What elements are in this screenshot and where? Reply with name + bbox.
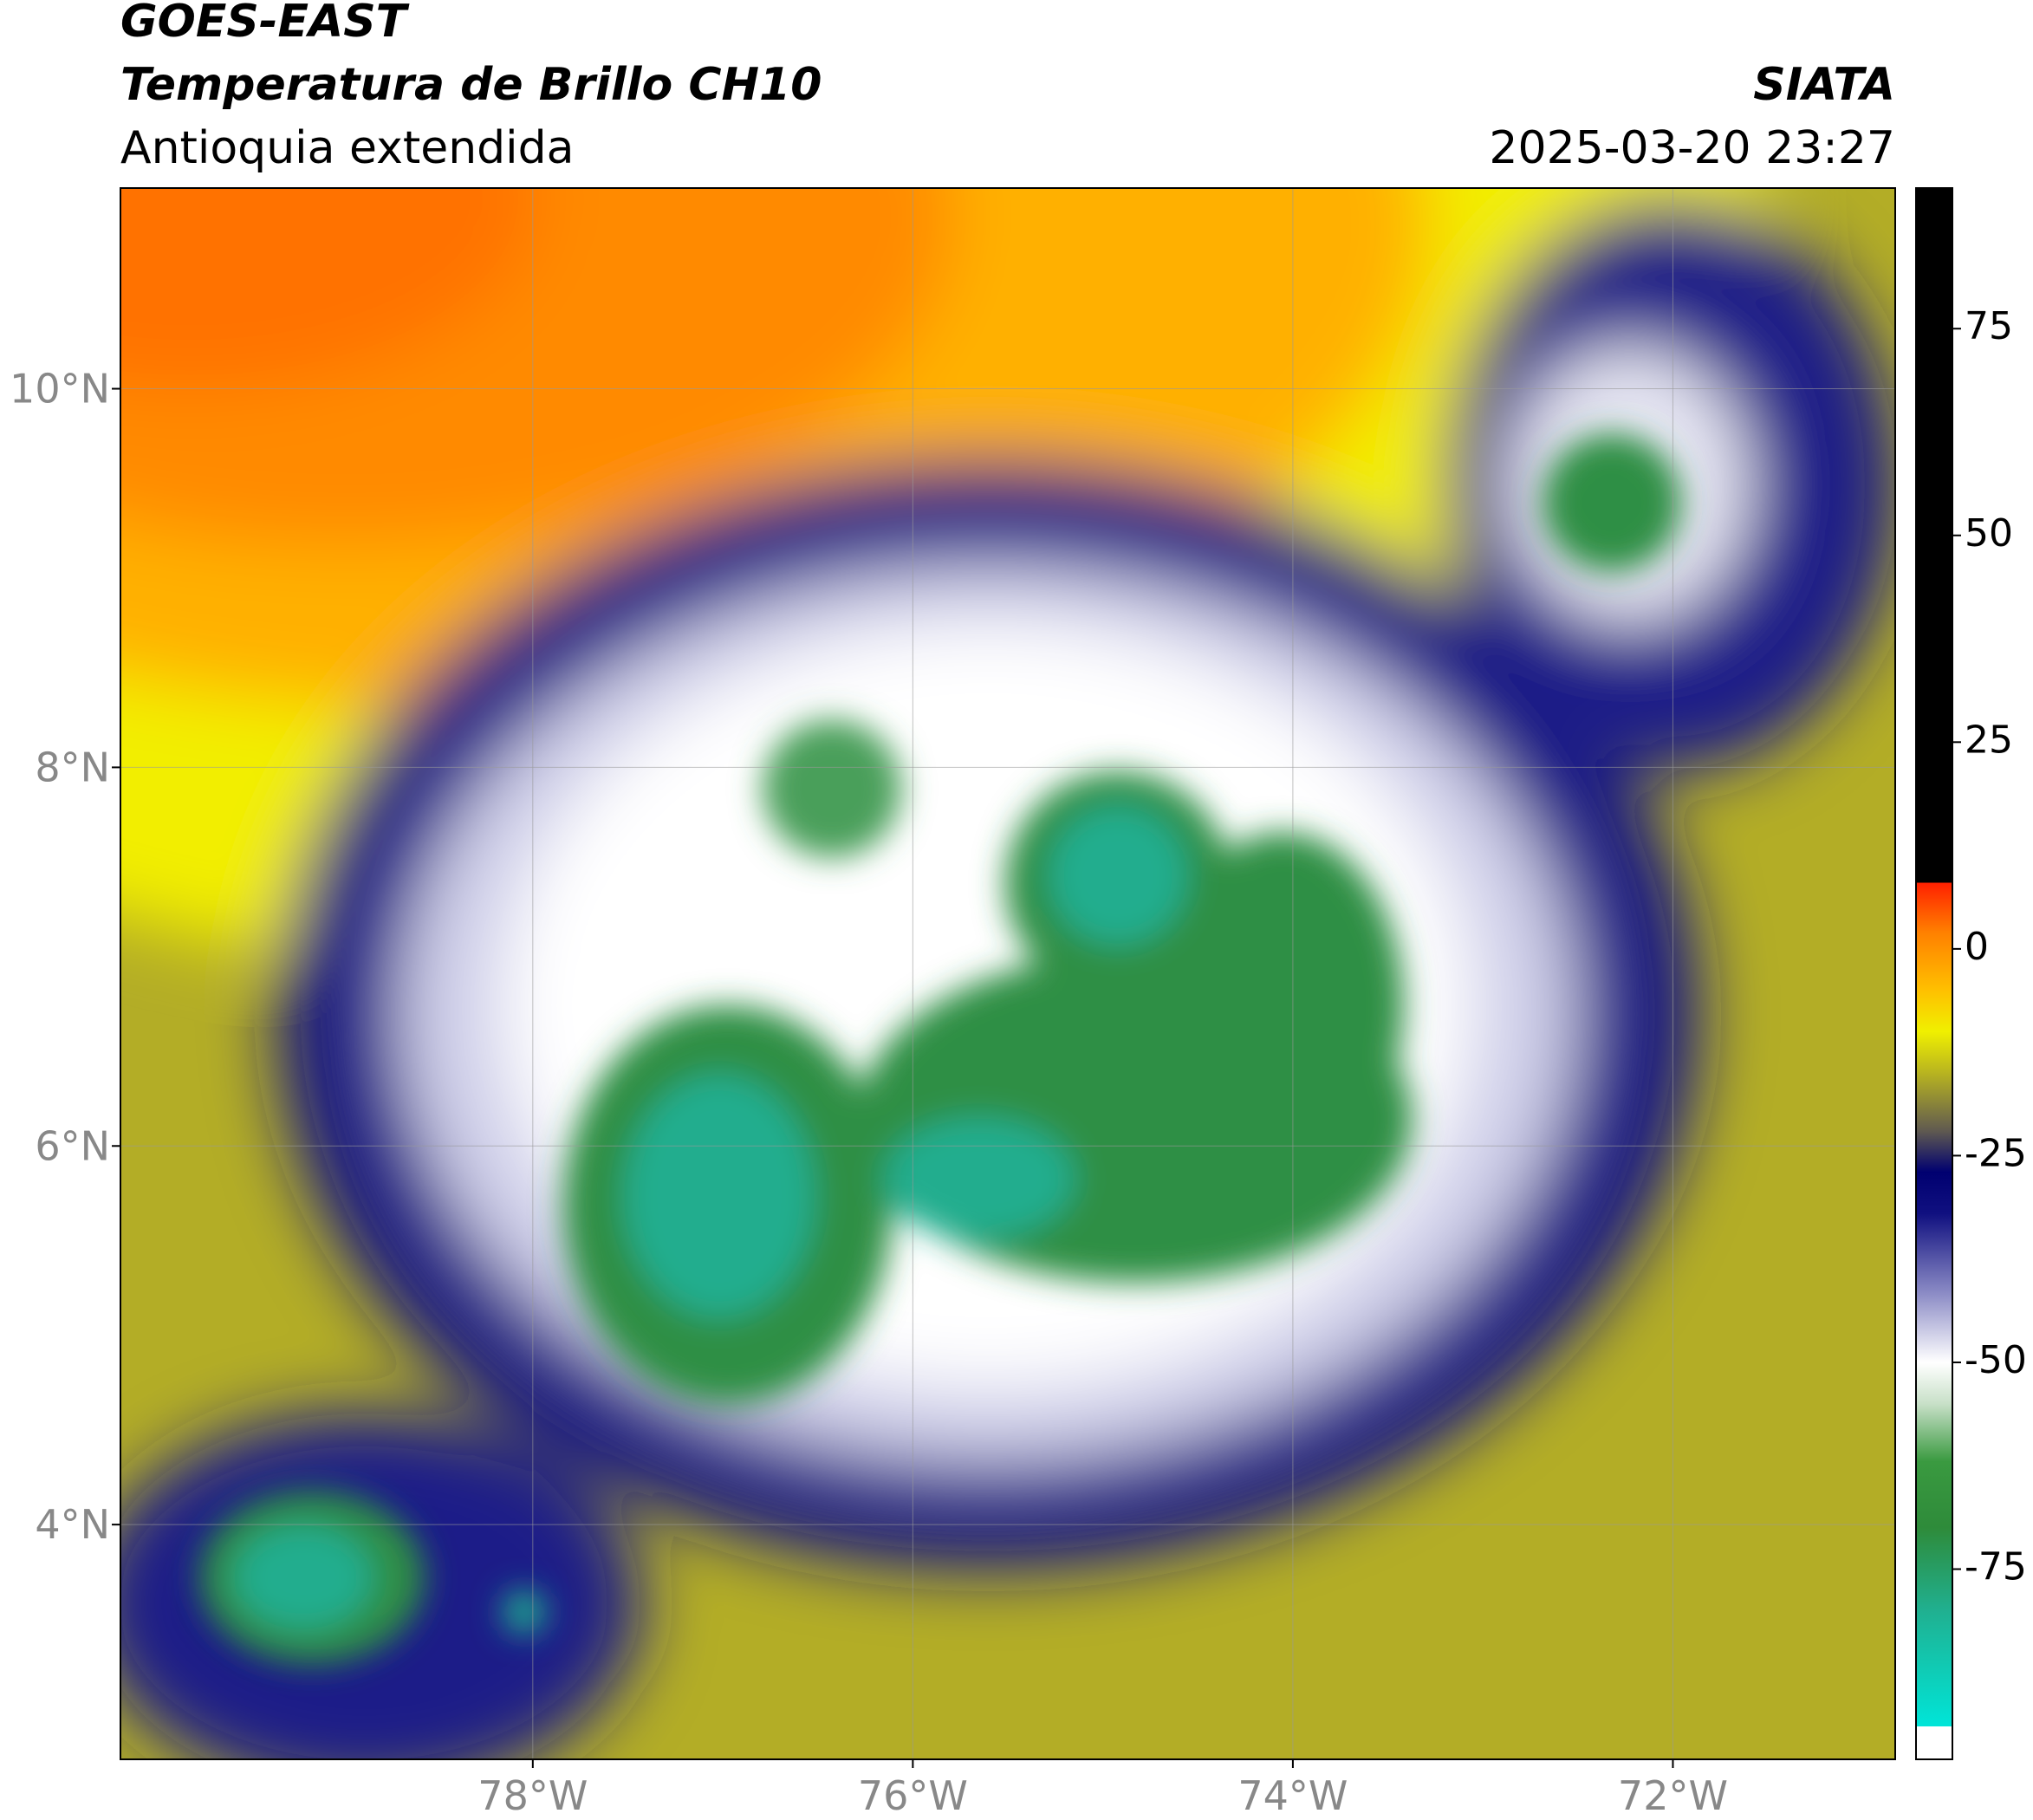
title: GOES-EAST	[120, 0, 410, 48]
colorbar-tick-label: -25	[1965, 1131, 2027, 1175]
colorbar-tick-label: -75	[1965, 1545, 2027, 1589]
plot-frame	[120, 187, 1896, 1760]
lon-tick-label: 76°W	[858, 1772, 968, 1819]
lat-tick-label: 10°N	[10, 366, 110, 413]
datetime: 2025-03-20 23:27	[1489, 122, 1895, 174]
colorbar	[1915, 187, 1953, 1760]
graticule	[120, 188, 1895, 1759]
satellite-image	[120, 188, 1895, 1759]
colorbar-tick-label: 75	[1965, 304, 2013, 348]
lat-tick-label: 8°N	[35, 744, 110, 790]
subtitle: Temperatura de Brillo CH10	[120, 59, 822, 111]
lon-tick-label: 78°W	[477, 1772, 588, 1819]
source: SIATA	[1753, 59, 1895, 111]
colorbar-tick-label: 25	[1965, 718, 2013, 762]
lat-tick-label: 4°N	[35, 1501, 110, 1548]
lon-tick-label: 74°W	[1237, 1772, 1348, 1819]
lon-tick-label: 72°W	[1618, 1772, 1728, 1819]
lat-tick-label: 6°N	[35, 1122, 110, 1169]
colorbar-tick-label: -50	[1965, 1338, 2027, 1382]
colorbar-tick-label: 0	[1965, 925, 1989, 969]
colorbar-tick-label: 50	[1965, 511, 2013, 556]
region: Antioquia extendida	[120, 122, 575, 174]
